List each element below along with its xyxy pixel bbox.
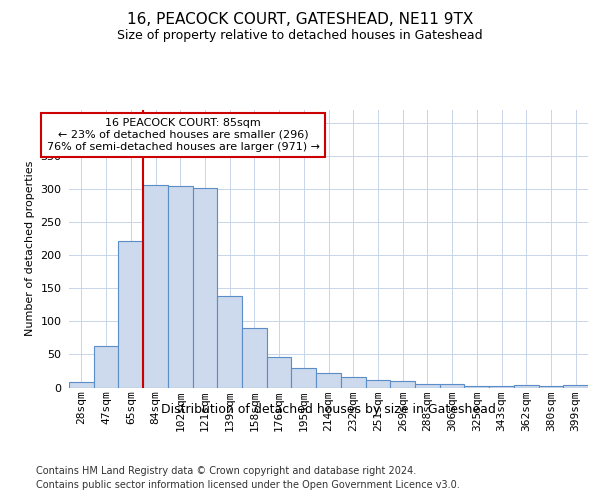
Bar [217,296,242,388]
Bar [69,382,94,388]
Text: 16 PEACOCK COURT: 85sqm
← 23% of detached houses are smaller (296)
76% of semi-d: 16 PEACOCK COURT: 85sqm ← 23% of detache… [47,118,320,152]
Bar [415,384,440,388]
Bar [390,381,415,388]
Text: Contains public sector information licensed under the Open Government Licence v3: Contains public sector information licen… [36,480,460,490]
Bar [118,241,143,388]
Bar [292,368,316,388]
Text: Size of property relative to detached houses in Gateshead: Size of property relative to detached ho… [117,29,483,42]
Y-axis label: Number of detached properties: Number of detached properties [25,161,35,336]
Bar [94,346,118,388]
Bar [563,385,588,388]
Text: Contains HM Land Registry data © Crown copyright and database right 2024.: Contains HM Land Registry data © Crown c… [36,466,416,476]
Bar [341,377,365,388]
Bar [514,385,539,388]
Bar [464,386,489,388]
Bar [168,186,193,388]
Bar [440,384,464,388]
Text: Distribution of detached houses by size in Gateshead: Distribution of detached houses by size … [161,402,496,415]
Text: 16, PEACOCK COURT, GATESHEAD, NE11 9TX: 16, PEACOCK COURT, GATESHEAD, NE11 9TX [127,12,473,28]
Bar [365,380,390,388]
Bar [489,386,514,388]
Bar [539,386,563,388]
Bar [143,184,168,388]
Bar [267,357,292,388]
Bar [193,188,217,388]
Bar [316,373,341,388]
Bar [242,328,267,388]
